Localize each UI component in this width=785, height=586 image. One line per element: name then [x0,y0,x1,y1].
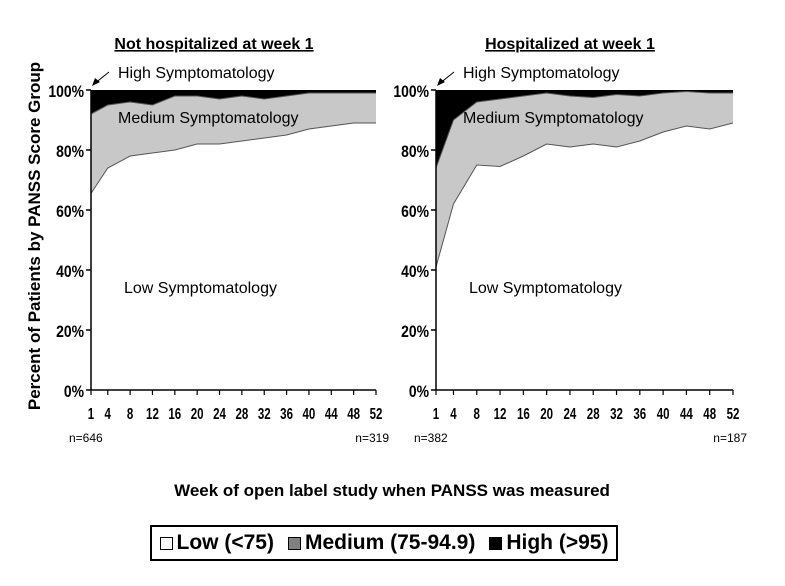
panel-2: 0%20%40%60%80%100%1 4 8 12 16 20 24 28 32 36 40 44 4… [393,36,747,445]
y-tick-label: 40% [401,263,429,282]
x-tick-label: 48 [347,404,360,422]
legend-swatch-medium [287,536,301,550]
x-tick-label: 28 [587,404,600,422]
low-area-label: Low Symptomatology [124,280,277,297]
medium-area-label: Medium Symptomatology [118,110,299,127]
x-tick-label: 32 [610,404,623,422]
low-boundary-line [90,122,376,194]
legend-swatch-low [159,536,173,550]
x-tick-label: 44 [680,404,693,422]
y-tick-label: 80% [56,143,84,162]
x-tick-label: 8 [474,404,481,422]
x-tick-label: 1 [433,404,440,422]
x-tick-label: 32 [258,404,271,422]
x-tick-label: 52 [727,404,740,422]
n-end-label: n=187 [713,431,747,445]
y-tick-label: 60% [56,203,84,222]
panel-title: Hospitalized at week 1 [485,36,655,53]
high-label-arrow-head [92,78,100,86]
x-tick-label: 36 [633,404,646,422]
x-tick-label: 12 [146,404,159,422]
legend-swatch-high [489,536,503,550]
low-area-label: Low Symptomatology [469,280,622,297]
n-start-label: n=646 [69,431,103,445]
y-tick-label: 0% [409,383,429,402]
legend-label-low: Low (<75) [176,531,274,554]
x-tick-label: 16 [517,404,530,422]
legend: Low (<75) Medium (75-94.9) High (>95) [150,525,618,561]
y-tick-label: 0% [64,383,84,402]
x-tick-label: 40 [303,404,316,422]
n-start-label: n=382 [414,431,448,445]
low-boundary-line [435,122,734,268]
x-tick-label: 24 [213,404,226,422]
x-tick-label: 20 [540,404,553,422]
x-tick-label: 24 [564,404,577,422]
n-end-label: n=319 [355,431,389,445]
medium-boundary-line [435,90,733,169]
x-tick-label: 36 [280,404,293,422]
legend-item-low: Low (<75) [159,531,274,555]
x-tick-label: 4 [105,404,112,422]
y-tick-label: 60% [401,203,429,222]
medium-boundary-line [90,92,376,115]
area-low [436,123,733,390]
y-tick-label: 100% [48,83,84,102]
panel-1: 0%20%40%60%80%100%1 4 8 12 16 20 24 28 32 36 40 44 4… [48,36,389,445]
legend-item-medium: Medium (75-94.9) [287,531,476,555]
x-tick-label: 4 [450,404,457,422]
x-tick-label: 1 [88,404,95,422]
chart-canvas: Percent of Patients by PANSS Score Group… [25,36,747,500]
x-tick-label: 48 [703,404,716,422]
y-tick-label: 100% [393,83,429,102]
y-tick-label: 20% [401,323,429,342]
x-tick-label: 16 [168,404,181,422]
x-tick-label: 28 [235,404,248,422]
legend-label-high: High (>95) [506,531,609,554]
y-tick-label: 40% [56,263,84,282]
high-area-label: High Symptomatology [463,65,620,82]
x-tick-label: 12 [494,404,507,422]
legend-label-medium: Medium (75-94.9) [304,531,476,554]
y-tick-label: 20% [56,323,84,342]
y-tick-label: 80% [401,143,429,162]
x-tick-label: 52 [370,404,383,422]
panel-title: Not hospitalized at week 1 [114,36,313,53]
x-axis-label: Week of open label study when PANSS was … [174,481,610,500]
y-axis-label: Percent of Patients by PANSS Score Group [25,62,44,410]
x-tick-label: 8 [127,404,134,422]
area-low [91,123,376,390]
x-tick-label: 40 [657,404,670,422]
high-area-label: High Symptomatology [118,65,275,82]
medium-area-label: Medium Symptomatology [463,110,644,127]
x-tick-label: 44 [325,404,338,422]
high-label-arrow-head [437,78,445,86]
legend-item-high: High (>95) [489,531,608,555]
x-tick-label: 20 [191,404,204,422]
